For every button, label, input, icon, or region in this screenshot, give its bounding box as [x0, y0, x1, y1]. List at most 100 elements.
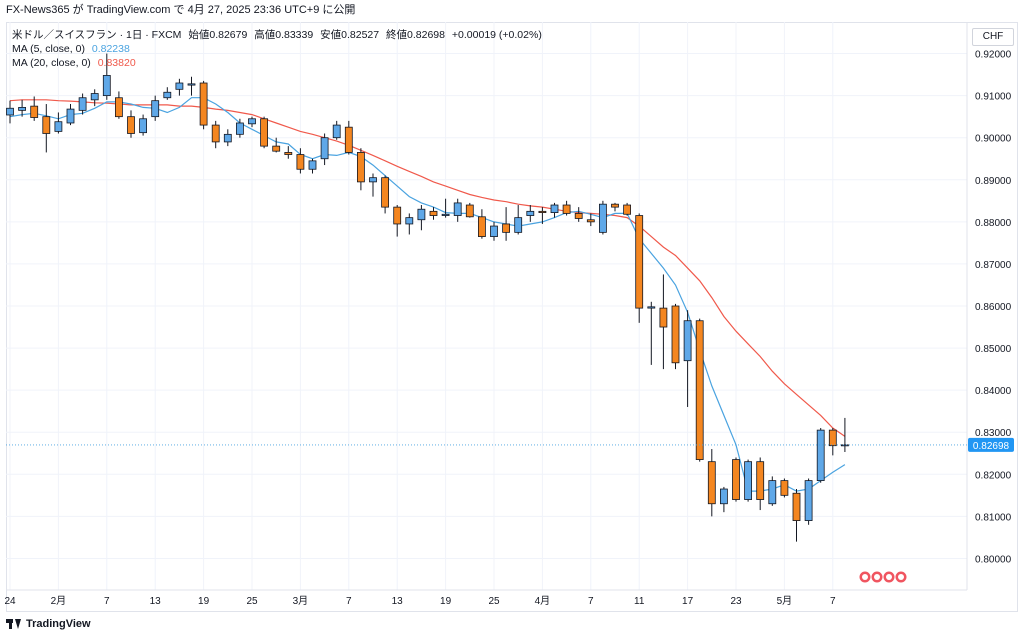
candle-body — [272, 145, 281, 152]
candle — [659, 274, 668, 370]
candle-body — [586, 219, 595, 223]
x-tick-label: 13 — [392, 596, 404, 607]
candle — [30, 96, 39, 121]
x-tick-label: 23 — [730, 596, 742, 607]
chart-legend: 米ドル／スイスフラン · 1日 · FXCM 始値0.82679 高値0.833… — [12, 28, 542, 70]
candle — [54, 112, 63, 134]
candle — [381, 175, 390, 214]
candle — [211, 120, 220, 149]
candle-body — [6, 107, 14, 116]
x-tick-label: 7 — [588, 596, 594, 607]
candle-body — [139, 118, 148, 134]
candle-body — [574, 213, 583, 219]
low-value: 0.82527 — [341, 29, 380, 41]
candle-body — [235, 122, 244, 135]
candle — [490, 221, 498, 241]
candle-body — [175, 82, 184, 90]
candle-body — [635, 215, 644, 309]
currency-badge[interactable]: CHF — [972, 28, 1014, 46]
candle-body — [417, 208, 426, 221]
candle-body — [792, 492, 801, 521]
x-tick-label: 7 — [346, 596, 352, 607]
y-tick-label: 0.85000 — [975, 344, 1012, 355]
candle-body — [828, 429, 837, 447]
ma5-legend-row[interactable]: MA (5, close, 0) 0.82238 — [12, 42, 542, 56]
symbol-label: 米ドル／スイスフラン · 1日 · FXCM — [12, 29, 182, 41]
y-tick-label: 0.92000 — [975, 50, 1012, 61]
y-tick-label: 0.88000 — [975, 218, 1012, 229]
candle — [115, 91, 123, 119]
candle — [647, 301, 656, 365]
candle-body — [151, 100, 160, 118]
candle — [780, 478, 789, 498]
candle — [732, 457, 740, 502]
event-flag-icon-center — [886, 574, 892, 580]
candle — [453, 198, 462, 222]
candle-body — [514, 217, 523, 233]
candle-body — [720, 488, 728, 505]
y-tick-label: 0.81000 — [975, 512, 1012, 523]
candle-body — [526, 210, 535, 216]
candle-body — [223, 133, 232, 143]
tradingview-footer[interactable]: TradingView — [6, 618, 91, 630]
candle — [260, 116, 269, 149]
ma20-value: 0.83820 — [97, 57, 136, 69]
candle-body — [344, 126, 353, 153]
candle-body — [477, 216, 486, 237]
candle-body — [780, 480, 789, 496]
candle — [18, 99, 27, 117]
candle-body — [18, 107, 27, 111]
x-tick-label: 25 — [246, 596, 258, 607]
candle — [526, 205, 535, 222]
last-price-badge — [968, 437, 1014, 452]
candle-body — [211, 124, 220, 143]
candle — [477, 209, 486, 239]
x-tick-label: 5月 — [777, 595, 793, 607]
candle-body — [441, 213, 450, 216]
x-tick-label: 13 — [150, 596, 162, 607]
candle-body — [308, 160, 317, 170]
candle-body — [816, 429, 825, 482]
event-flag-icon-center — [862, 574, 868, 580]
candle-body — [115, 97, 123, 118]
candle — [42, 104, 51, 153]
candle-body — [429, 210, 438, 216]
open-label: 始値 — [188, 29, 210, 41]
y-tick-label: 0.87000 — [975, 260, 1012, 271]
ma20-legend-row[interactable]: MA (20, close, 0) 0.83820 — [12, 56, 542, 70]
y-tick-label: 0.91000 — [975, 92, 1012, 103]
candle — [720, 486, 728, 513]
y-tick-label: 0.89000 — [975, 176, 1012, 187]
candlestick-chart[interactable]: 0.92000 0.91000 0.90000 0.89000 0.88000 0.870… — [0, 0, 1024, 612]
candle — [756, 457, 765, 511]
candle — [574, 207, 583, 222]
close-value: 0.82698 — [407, 29, 445, 41]
y-tick-label: 0.86000 — [975, 302, 1012, 313]
candle — [804, 478, 813, 525]
candle-body — [550, 204, 559, 213]
candle-body — [163, 91, 172, 99]
candle — [695, 318, 704, 462]
x-tick-label: 2月 — [51, 595, 67, 607]
candle — [635, 213, 644, 323]
publish-attribution: FX-News365 が TradingView.com で 4月 27, 20… — [6, 4, 356, 16]
candle — [828, 428, 837, 456]
y-tick-label: 0.82000 — [975, 470, 1012, 481]
candle — [429, 207, 438, 220]
candle — [199, 80, 208, 130]
candle — [102, 53, 111, 100]
candle-body — [465, 204, 474, 218]
candle — [139, 114, 148, 136]
x-tick-label: 19 — [198, 596, 210, 607]
candle-body — [453, 202, 462, 216]
candle-body — [320, 137, 329, 160]
candle — [502, 207, 511, 241]
candle — [562, 200, 571, 216]
candle-body — [707, 461, 716, 505]
candle-body — [538, 210, 547, 213]
candle — [6, 100, 14, 124]
candle-body — [756, 461, 765, 500]
candle-body — [683, 320, 692, 362]
y-tick-label: 0.83000 — [975, 428, 1012, 439]
x-tick-label: 7 — [830, 596, 836, 607]
